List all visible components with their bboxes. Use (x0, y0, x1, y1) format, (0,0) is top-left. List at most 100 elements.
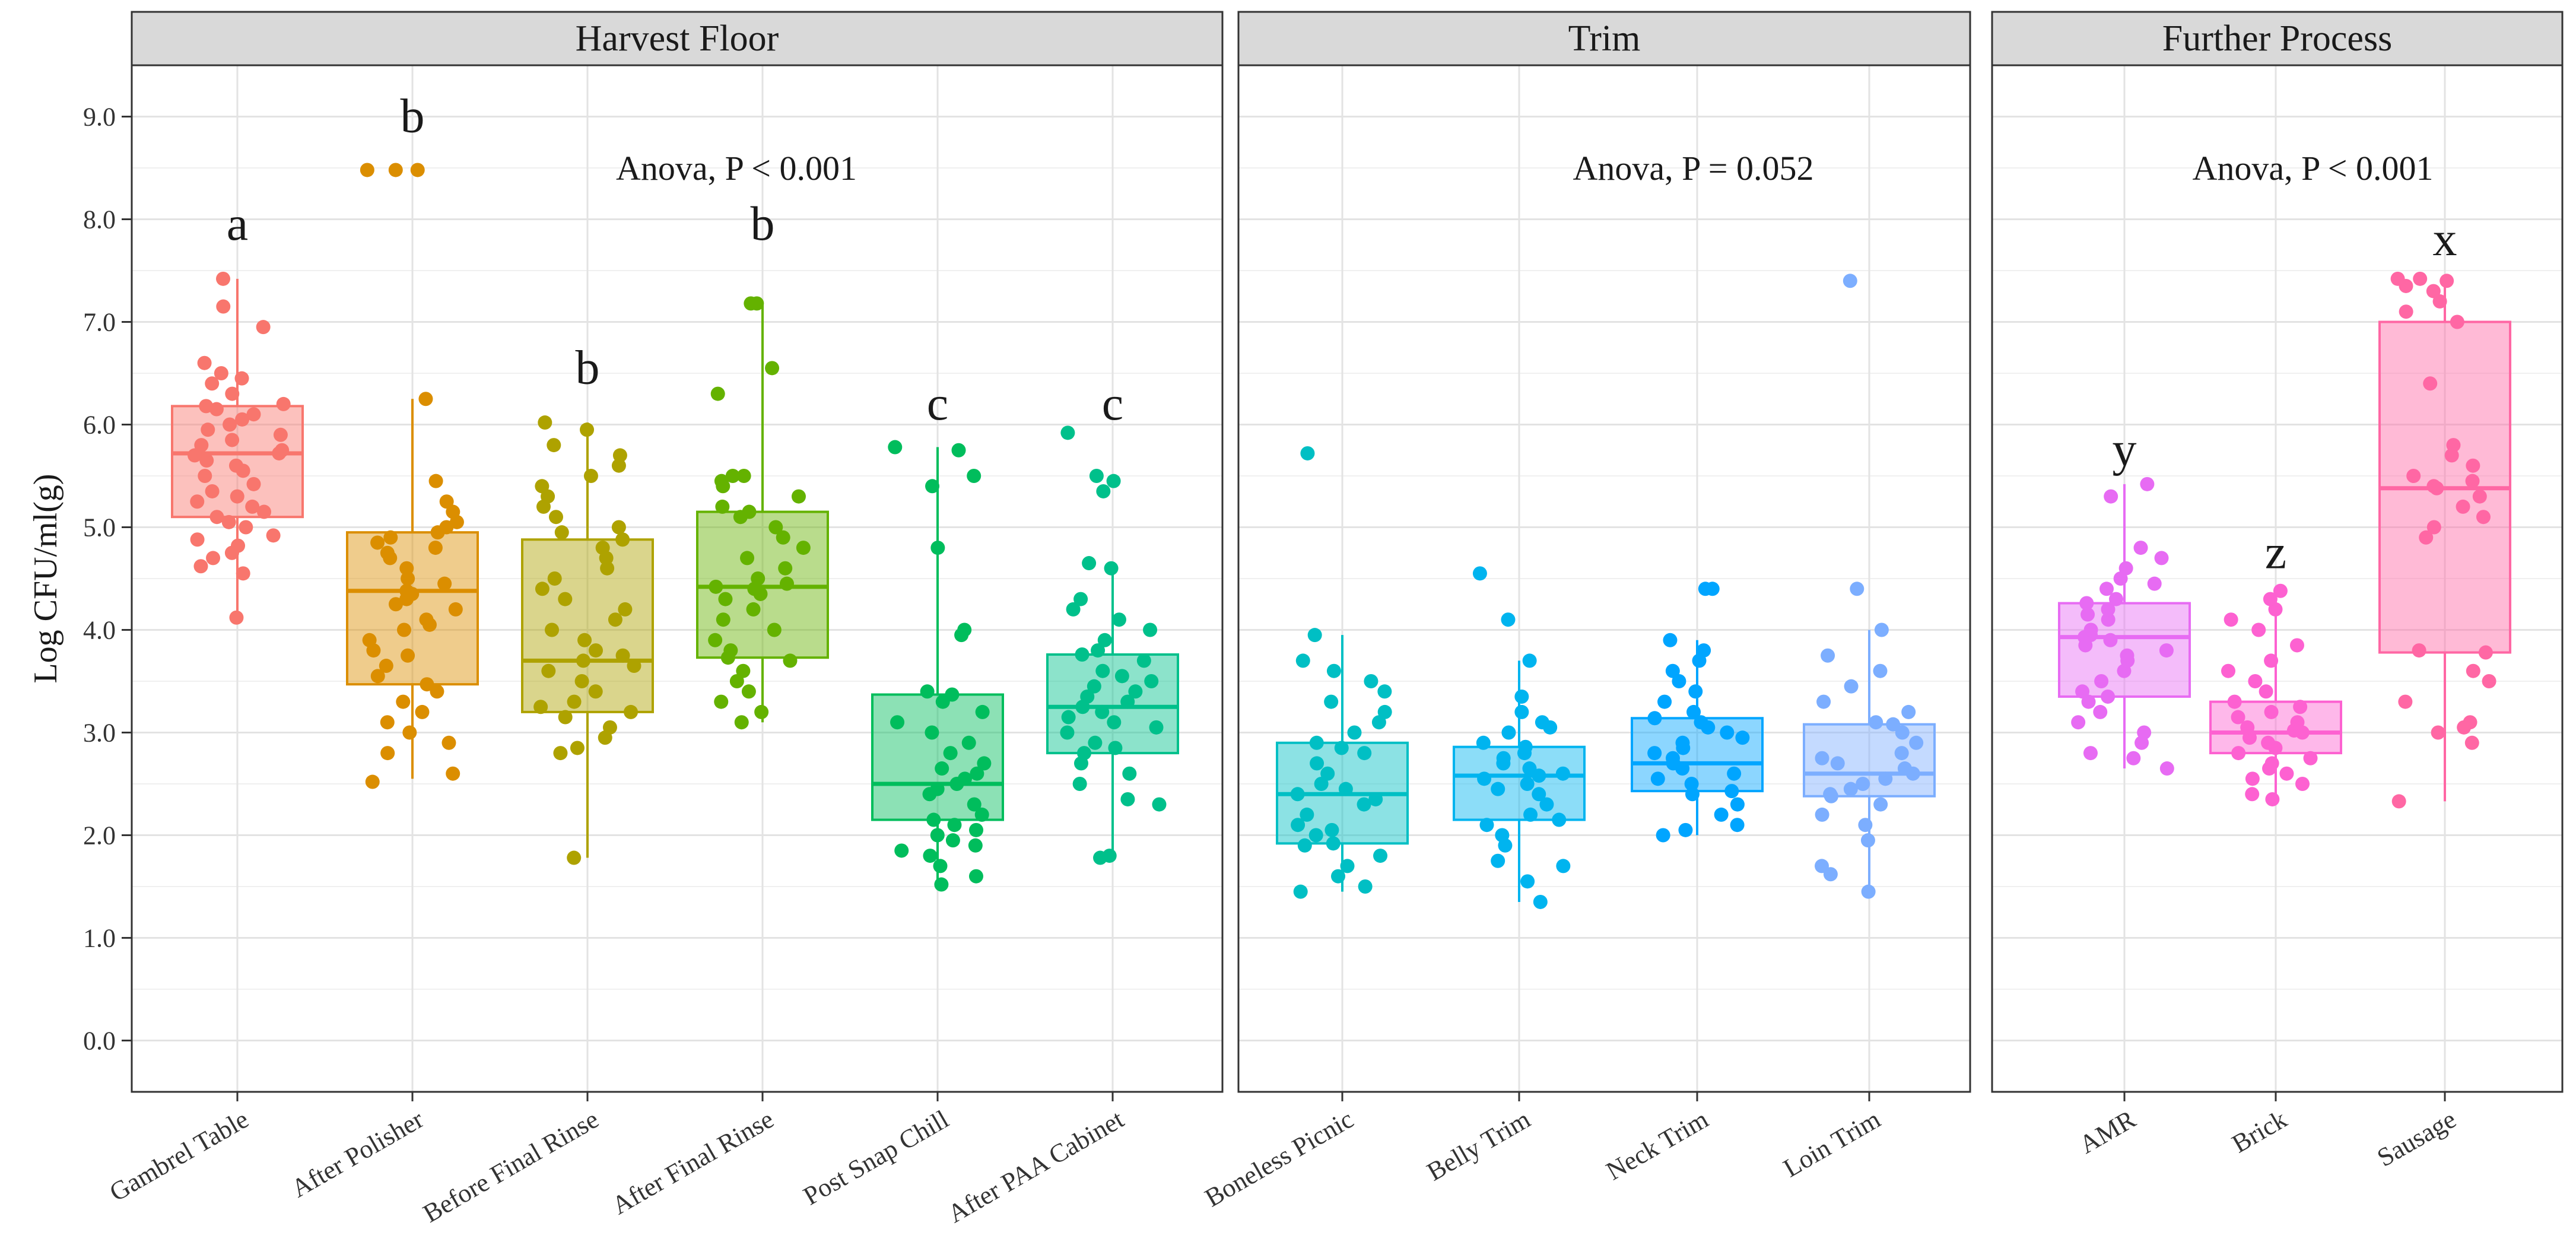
data-point (2476, 510, 2491, 525)
data-point (541, 663, 556, 678)
data-point (2071, 715, 2086, 730)
data-point (419, 612, 434, 627)
data-point (1514, 689, 1529, 704)
data-point (970, 766, 984, 781)
data-point (1514, 704, 1529, 719)
data-point (968, 869, 983, 884)
data-point (362, 633, 377, 647)
panel-strip-label: Trim (1568, 18, 1641, 59)
data-point (1082, 556, 1097, 571)
data-point (439, 494, 454, 509)
data-point (1730, 797, 1745, 812)
data-point (1647, 746, 1662, 761)
data-point (1552, 812, 1567, 827)
data-point (768, 520, 783, 535)
data-point (744, 296, 758, 311)
data-point (1878, 771, 1893, 786)
data-point (558, 710, 573, 725)
data-point (380, 545, 395, 560)
box (1453, 745, 1586, 821)
data-point (734, 715, 749, 730)
data-point (1330, 869, 1345, 884)
data-point (618, 602, 633, 617)
data-point (228, 458, 243, 473)
data-point (1688, 684, 1703, 699)
box (521, 538, 654, 713)
data-point (1144, 674, 1159, 688)
data-point (1830, 756, 1845, 771)
data-point (1665, 663, 1680, 678)
data-point (1714, 807, 1729, 822)
data-point (1364, 674, 1378, 688)
data-point (229, 610, 244, 625)
data-point (201, 422, 215, 437)
data-point (2159, 643, 2174, 658)
data-point (1377, 684, 1392, 699)
data-point (535, 479, 549, 494)
data-point (714, 474, 729, 488)
y-tick-label: 8.0 (83, 205, 116, 234)
data-point (977, 756, 992, 771)
x-tick-label: Gambrel Table (104, 1104, 253, 1207)
x-tick-label: Before Final Rinse (418, 1104, 603, 1228)
data-point (2466, 663, 2480, 678)
x-tick-label: Post Snap Chill (798, 1104, 954, 1211)
data-point (225, 386, 240, 401)
data-point (2450, 314, 2464, 329)
data-point (736, 469, 751, 483)
data-point (2081, 607, 2095, 622)
data-point (1861, 884, 1876, 899)
data-point (1149, 720, 1164, 735)
data-point (2104, 489, 2118, 504)
data-point (714, 694, 729, 709)
data-point (266, 528, 281, 543)
data-point (1657, 694, 1672, 709)
data-point (600, 561, 615, 576)
data-point (1535, 715, 1549, 730)
data-point (1815, 751, 1829, 765)
data-point (595, 541, 610, 555)
data-point (709, 579, 723, 594)
data-point (2075, 684, 2090, 699)
x-tick-label: Sausage (2372, 1104, 2461, 1173)
data-point (1491, 853, 1505, 868)
data-point (1856, 777, 1870, 791)
data-point (245, 499, 260, 514)
data-point (214, 366, 228, 380)
data-point (2456, 499, 2470, 514)
data-point (547, 438, 561, 453)
data-point (754, 704, 769, 719)
data-point (1102, 849, 1117, 863)
data-point (2412, 643, 2426, 658)
data-point (379, 659, 393, 674)
data-point (2478, 645, 2493, 660)
data-point (1539, 797, 1554, 812)
data-point (926, 812, 941, 827)
data-point (553, 746, 568, 761)
data-point (276, 396, 291, 411)
data-point (947, 818, 962, 833)
data-point (1844, 679, 1859, 694)
data-point (206, 551, 221, 566)
data-point (1869, 715, 1883, 730)
data-point (448, 602, 463, 617)
data-point (2081, 694, 2096, 709)
data-point (1555, 766, 1570, 781)
data-point (746, 602, 761, 617)
data-point (776, 530, 790, 545)
data-point (2264, 756, 2279, 771)
panel-border (1991, 64, 2564, 1093)
y-tick-label: 4.0 (83, 616, 116, 645)
data-point (1106, 474, 1121, 488)
data-point (236, 566, 250, 581)
data-point (1300, 807, 1314, 822)
panel-strip (1991, 11, 2564, 66)
data-point (951, 443, 966, 458)
data-point (1727, 766, 1742, 781)
data-point (2432, 294, 2447, 309)
data-point (741, 684, 756, 699)
anova-annotation: Anova, P < 0.001 (2193, 149, 2434, 188)
data-point (1307, 628, 1322, 643)
data-point (765, 361, 780, 376)
data-point (1096, 484, 1111, 498)
